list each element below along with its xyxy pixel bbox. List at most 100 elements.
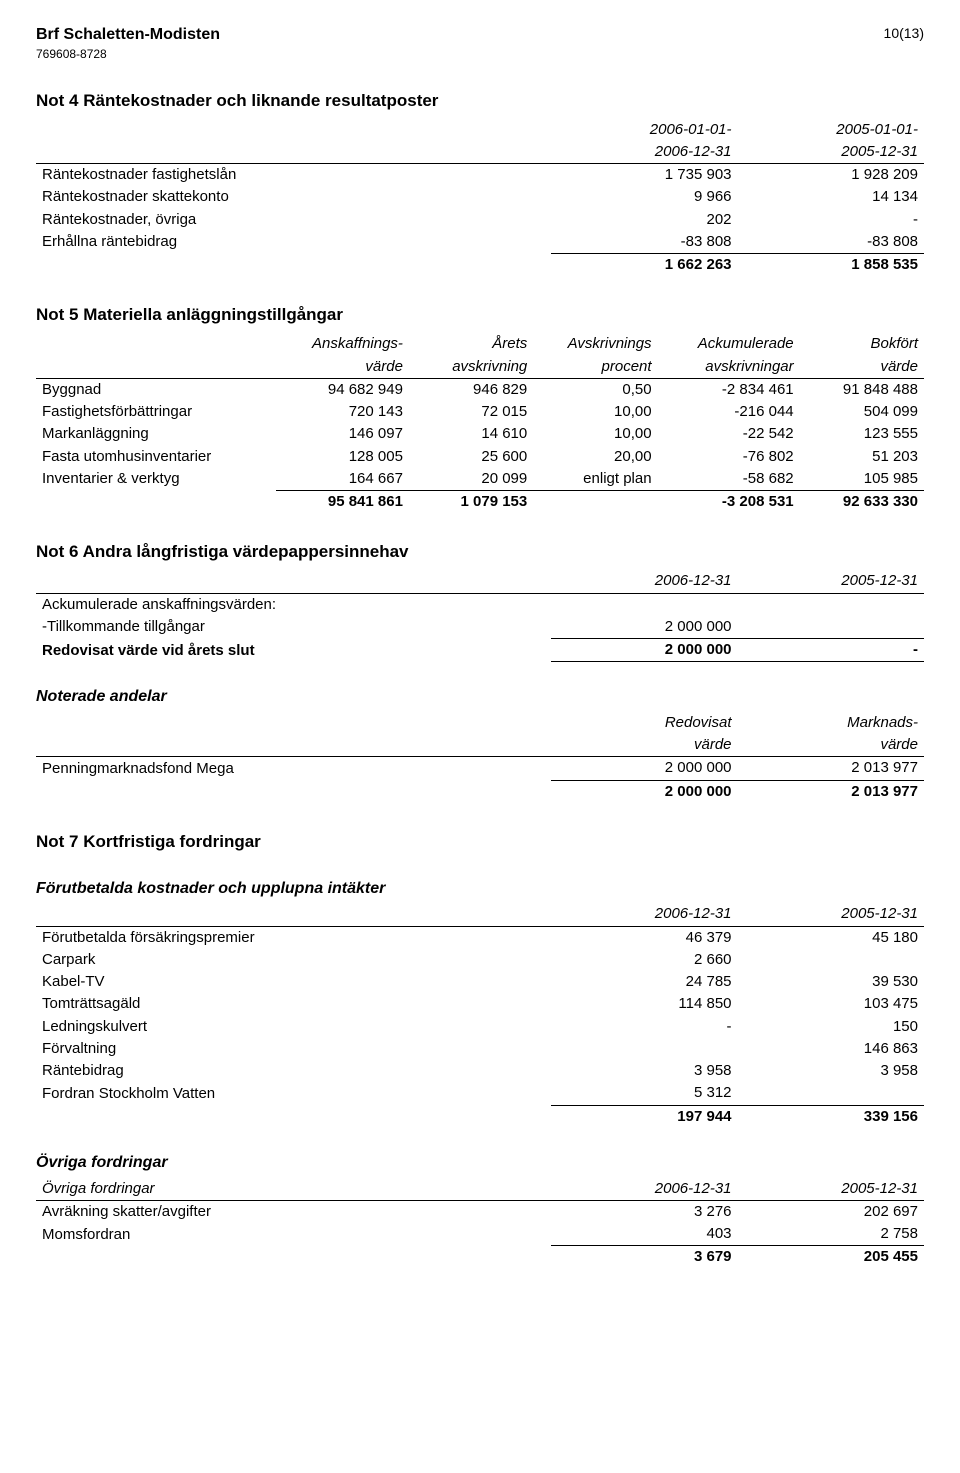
table-row-val: 2 013 977: [738, 757, 924, 780]
table-row-val: -58 682: [658, 468, 800, 491]
note6-r2-c1: 2 000 000: [551, 616, 737, 639]
table-row-label: Avräkning skatter/avgifter: [36, 1200, 551, 1223]
table-row-val: -83 808: [738, 231, 924, 254]
note7-sub2-sum-c1: 3 679: [551, 1246, 737, 1269]
table-row-val: 3 276: [551, 1200, 737, 1223]
page-number: 10(13): [884, 24, 924, 43]
note7-sum-c1: 197 944: [551, 1105, 737, 1128]
table-row-label: Tomträttsagäld: [36, 993, 551, 1015]
note5-h1a: Anskaffnings-: [276, 333, 409, 355]
table-row-label: Fastighetsförbättringar: [36, 401, 276, 423]
note6-table1: 2006-12-31 2005-12-31 Ackumulerade anska…: [36, 570, 924, 662]
table-row-label: Byggnad: [36, 378, 276, 401]
table-row-val: 72 015: [409, 401, 533, 423]
note6-subtitle: Noterade andelar: [36, 686, 924, 708]
note4-col1-bot: 2006-12-31: [551, 141, 737, 164]
table-row-val: 5 312: [551, 1082, 737, 1105]
table-row-label: Räntebidrag: [36, 1060, 551, 1082]
table-row-val: 51 203: [800, 446, 924, 468]
table-row-label: Förutbetalda försäkringspremier: [36, 926, 551, 949]
table-row-label: Inventarier & verktyg: [36, 468, 276, 491]
note6-col2: 2005-12-31: [738, 570, 924, 593]
table-row-val: 128 005: [276, 446, 409, 468]
table-row-val: -2 834 461: [658, 378, 800, 401]
table-row-val: [738, 949, 924, 971]
note7-subtitle: Förutbetalda kostnader och upplupna intä…: [36, 878, 924, 900]
table-row-label: Räntekostnader, övriga: [36, 209, 551, 231]
note5-h4b: avskrivningar: [658, 356, 800, 379]
note5-sum-c2: 1 079 153: [409, 491, 533, 514]
note4-col1-top: 2006-01-01-: [551, 119, 737, 141]
note7-sub2-title: Övriga fordringar: [36, 1152, 924, 1174]
table-row-val: -216 044: [658, 401, 800, 423]
note4-table: 2006-01-01- 2005-01-01- 2006-12-31 2005-…: [36, 119, 924, 277]
table-row-val: 94 682 949: [276, 378, 409, 401]
table-row-val: [551, 1038, 737, 1060]
table-row-val: 14 610: [409, 423, 533, 445]
note6-sub-h2b: värde: [738, 734, 924, 757]
table-row-label: Carpark: [36, 949, 551, 971]
table-row-val: 14 134: [738, 186, 924, 208]
note6-sub-h2a: Marknads-: [738, 712, 924, 734]
org-name: Brf Schaletten-Modisten: [36, 24, 220, 46]
note7-title: Not 7 Kortfristiga fordringar: [36, 831, 924, 854]
table-row-val: 2 660: [551, 949, 737, 971]
note6-title: Not 6 Andra långfristiga värdepappersinn…: [36, 541, 924, 564]
note5-sum-c1: 95 841 861: [276, 491, 409, 514]
table-row-val: 150: [738, 1016, 924, 1038]
note7-col1: 2006-12-31: [551, 903, 737, 926]
table-row-val: 103 475: [738, 993, 924, 1015]
table-row-val: 1 735 903: [551, 164, 737, 187]
table-row-val: 24 785: [551, 971, 737, 993]
table-row-val: 1 928 209: [738, 164, 924, 187]
table-row-val: 10,00: [533, 401, 657, 423]
table-row-label: Räntekostnader skattekonto: [36, 186, 551, 208]
note6-sub-sum-c1: 2 000 000: [551, 780, 737, 803]
table-row-val: 20 099: [409, 468, 533, 491]
note7-col2: 2005-12-31: [738, 903, 924, 926]
note4-title: Not 4 Räntekostnader och liknande result…: [36, 90, 924, 113]
table-row-val: -76 802: [658, 446, 800, 468]
table-row-val: 146 863: [738, 1038, 924, 1060]
table-row-val: [738, 1082, 924, 1105]
note6-sub-h1b: värde: [551, 734, 737, 757]
table-row-val: 720 143: [276, 401, 409, 423]
table-row-val: 164 667: [276, 468, 409, 491]
table-row-label: Förvaltning: [36, 1038, 551, 1060]
note5-h5b: värde: [800, 356, 924, 379]
note4-sum-c2: 1 858 535: [738, 254, 924, 277]
table-row-label: Fordran Stockholm Vatten: [36, 1082, 551, 1105]
table-row-label: Penningmarknadsfond Mega: [36, 757, 551, 780]
table-row-val: 146 097: [276, 423, 409, 445]
table-row-val: -: [738, 209, 924, 231]
table-row-val: 504 099: [800, 401, 924, 423]
note4-sum-c1: 1 662 263: [551, 254, 737, 277]
table-row-val: 20,00: [533, 446, 657, 468]
table-row-val: 946 829: [409, 378, 533, 401]
table-row-val: 9 966: [551, 186, 737, 208]
table-row-val: 2 758: [738, 1223, 924, 1246]
table-row-label: Ledningskulvert: [36, 1016, 551, 1038]
note5-h4a: Ackumulerade: [658, 333, 800, 355]
table-row-val: 10,00: [533, 423, 657, 445]
table-row-val: 91 848 488: [800, 378, 924, 401]
note6-sub-sum-c2: 2 013 977: [738, 780, 924, 803]
page-header: Brf Schaletten-Modisten 769608-8728 10(1…: [36, 24, 924, 62]
note6-r3-label: Redovisat värde vid årets slut: [36, 639, 551, 662]
note4-col2-bot: 2005-12-31: [738, 141, 924, 164]
table-row-label: Fasta utomhusinventarier: [36, 446, 276, 468]
note6-sub-h1a: Redovisat: [551, 712, 737, 734]
note6-table2: Redovisat Marknads- värde värde Penningm…: [36, 712, 924, 803]
table-row-val: 46 379: [551, 926, 737, 949]
table-row-val: 123 555: [800, 423, 924, 445]
note7-sub2-hlabel: Övriga fordringar: [36, 1178, 551, 1201]
note7-sub2-col2: 2005-12-31: [738, 1178, 924, 1201]
note7-sub2-sum-c2: 205 455: [738, 1246, 924, 1269]
note7-sum-c2: 339 156: [738, 1105, 924, 1128]
table-row-val: 3 958: [551, 1060, 737, 1082]
table-row-val: 0,50: [533, 378, 657, 401]
note5-h2b: avskrivning: [409, 356, 533, 379]
note7-sub2-col1: 2006-12-31: [551, 1178, 737, 1201]
table-row-val: -: [551, 1016, 737, 1038]
table-row-val: -22 542: [658, 423, 800, 445]
